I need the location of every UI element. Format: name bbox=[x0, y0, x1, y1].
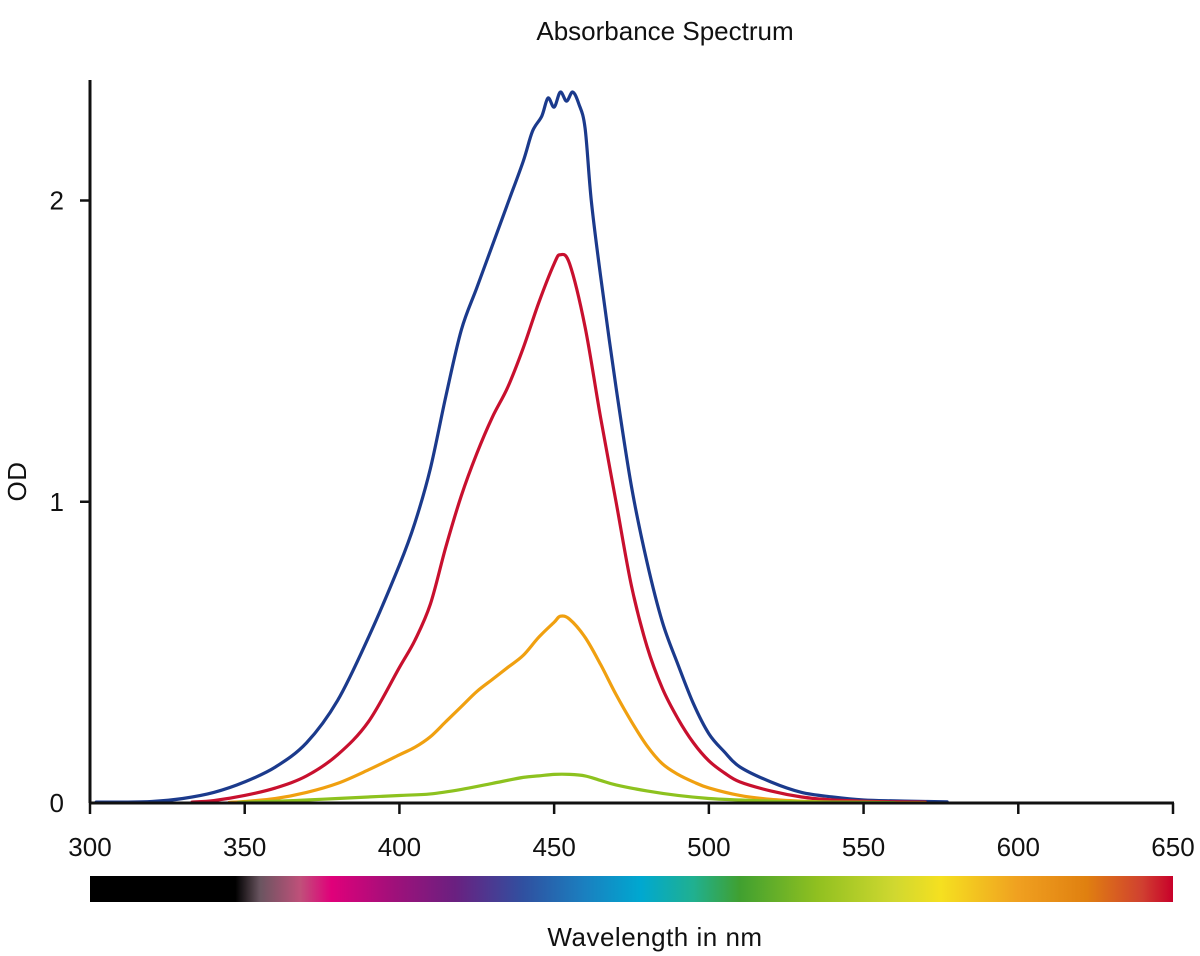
x-tick-label: 650 bbox=[1151, 832, 1194, 862]
x-tick-label: 300 bbox=[68, 832, 111, 862]
x-axis-label: Wavelength in nm bbox=[547, 922, 762, 952]
y-tick-label: 1 bbox=[50, 487, 64, 517]
chart-title: Absorbance Spectrum bbox=[536, 16, 793, 46]
y-axis-ticks: 0 1 2 bbox=[50, 186, 90, 818]
y-axis-label: OD bbox=[2, 462, 32, 502]
x-tick-label: 350 bbox=[223, 832, 266, 862]
wavelength-spectrum-bar bbox=[90, 876, 1173, 902]
series-line-1 bbox=[94, 90, 949, 804]
y-tick-label: 0 bbox=[50, 788, 64, 818]
x-tick-label: 400 bbox=[378, 832, 421, 862]
y-tick-label: 2 bbox=[50, 186, 64, 216]
series-line-2 bbox=[190, 252, 928, 804]
x-tick-label: 500 bbox=[687, 832, 730, 862]
series-layer bbox=[94, 90, 949, 805]
series-line-3 bbox=[227, 614, 928, 805]
x-tick-label: 450 bbox=[532, 832, 575, 862]
x-axis-ticks: 300 350 400 450 500 550 600 650 bbox=[68, 803, 1195, 862]
x-tick-label: 550 bbox=[842, 832, 885, 862]
x-tick-label: 600 bbox=[997, 832, 1040, 862]
series-line-4 bbox=[236, 772, 897, 805]
